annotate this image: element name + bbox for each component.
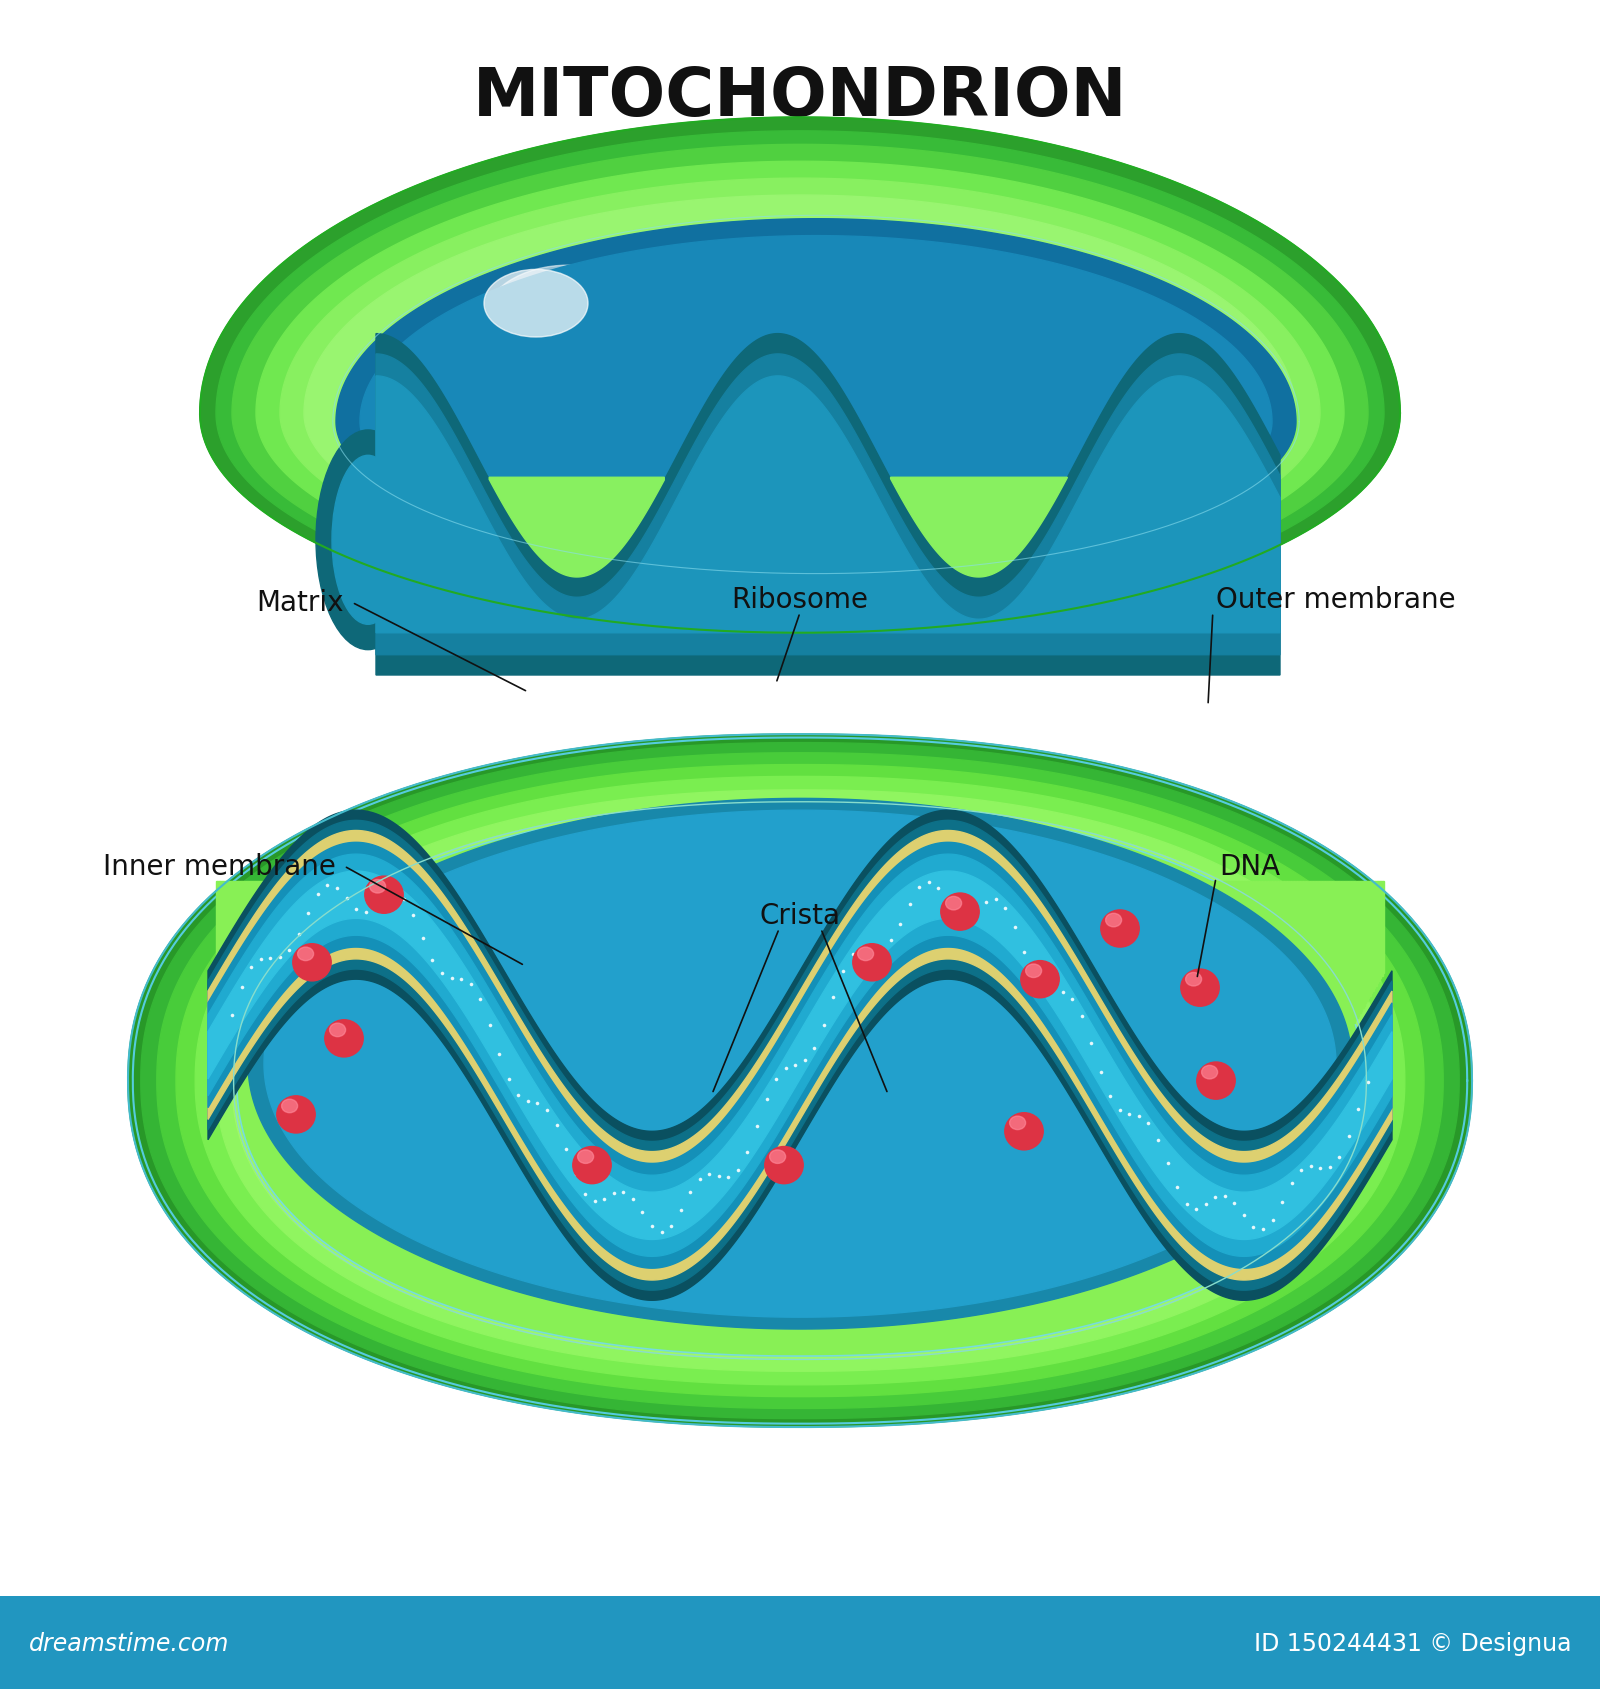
Polygon shape bbox=[216, 790, 1384, 1371]
Polygon shape bbox=[195, 777, 1405, 1385]
Ellipse shape bbox=[941, 893, 979, 931]
Text: Outer membrane: Outer membrane bbox=[1216, 586, 1456, 613]
Ellipse shape bbox=[1202, 1066, 1218, 1079]
Ellipse shape bbox=[1005, 1113, 1043, 1150]
Polygon shape bbox=[208, 855, 1392, 1257]
Ellipse shape bbox=[1021, 961, 1059, 998]
Ellipse shape bbox=[483, 267, 653, 377]
Polygon shape bbox=[176, 765, 1424, 1397]
Polygon shape bbox=[304, 196, 1296, 574]
Polygon shape bbox=[376, 334, 1280, 676]
Ellipse shape bbox=[578, 1150, 594, 1164]
Ellipse shape bbox=[1106, 914, 1122, 927]
Polygon shape bbox=[216, 132, 1384, 623]
Text: Matrix: Matrix bbox=[256, 589, 344, 616]
Ellipse shape bbox=[333, 456, 403, 625]
Ellipse shape bbox=[277, 1096, 315, 1133]
Polygon shape bbox=[208, 821, 1392, 1290]
Polygon shape bbox=[208, 831, 1392, 1280]
Text: dreamstime.com: dreamstime.com bbox=[29, 1630, 229, 1655]
Polygon shape bbox=[200, 118, 1400, 633]
Polygon shape bbox=[141, 743, 1459, 1419]
Ellipse shape bbox=[325, 1020, 363, 1057]
Polygon shape bbox=[232, 802, 1368, 1360]
Ellipse shape bbox=[317, 431, 419, 650]
Polygon shape bbox=[232, 145, 1368, 613]
Ellipse shape bbox=[858, 948, 874, 961]
Bar bbox=[0, 1596, 1600, 1689]
Ellipse shape bbox=[298, 948, 314, 961]
Polygon shape bbox=[208, 811, 1392, 1301]
Ellipse shape bbox=[330, 1024, 346, 1037]
Text: Ribosome: Ribosome bbox=[731, 586, 869, 613]
Ellipse shape bbox=[573, 1147, 611, 1184]
Ellipse shape bbox=[483, 270, 589, 338]
Polygon shape bbox=[336, 220, 1296, 571]
Ellipse shape bbox=[765, 1147, 803, 1184]
Ellipse shape bbox=[365, 877, 403, 914]
Polygon shape bbox=[360, 236, 1272, 557]
Ellipse shape bbox=[1026, 964, 1042, 978]
Polygon shape bbox=[157, 753, 1443, 1409]
Ellipse shape bbox=[853, 944, 891, 981]
Polygon shape bbox=[208, 843, 1392, 1268]
Ellipse shape bbox=[770, 1150, 786, 1164]
Text: MITOCHONDRION: MITOCHONDRION bbox=[474, 64, 1126, 130]
Ellipse shape bbox=[282, 1100, 298, 1113]
Text: Inner membrane: Inner membrane bbox=[102, 853, 336, 880]
Polygon shape bbox=[208, 872, 1392, 1240]
Text: Crista: Crista bbox=[760, 902, 840, 929]
Polygon shape bbox=[128, 735, 1472, 1427]
Polygon shape bbox=[376, 377, 1280, 633]
Ellipse shape bbox=[293, 944, 331, 981]
Text: DNA: DNA bbox=[1219, 853, 1280, 880]
Polygon shape bbox=[264, 811, 1336, 1317]
Polygon shape bbox=[237, 806, 1363, 1356]
Ellipse shape bbox=[1197, 1062, 1235, 1100]
Polygon shape bbox=[490, 478, 664, 578]
Ellipse shape bbox=[1101, 910, 1139, 948]
Ellipse shape bbox=[946, 897, 962, 910]
Polygon shape bbox=[376, 355, 1280, 655]
Polygon shape bbox=[280, 179, 1320, 586]
Ellipse shape bbox=[1010, 1116, 1026, 1130]
Polygon shape bbox=[248, 799, 1352, 1329]
Polygon shape bbox=[256, 162, 1344, 600]
Ellipse shape bbox=[1181, 969, 1219, 1007]
Text: ID 150244431 © Designua: ID 150244431 © Designua bbox=[1254, 1630, 1571, 1655]
Polygon shape bbox=[891, 478, 1067, 578]
Ellipse shape bbox=[1186, 973, 1202, 986]
Ellipse shape bbox=[370, 880, 386, 893]
